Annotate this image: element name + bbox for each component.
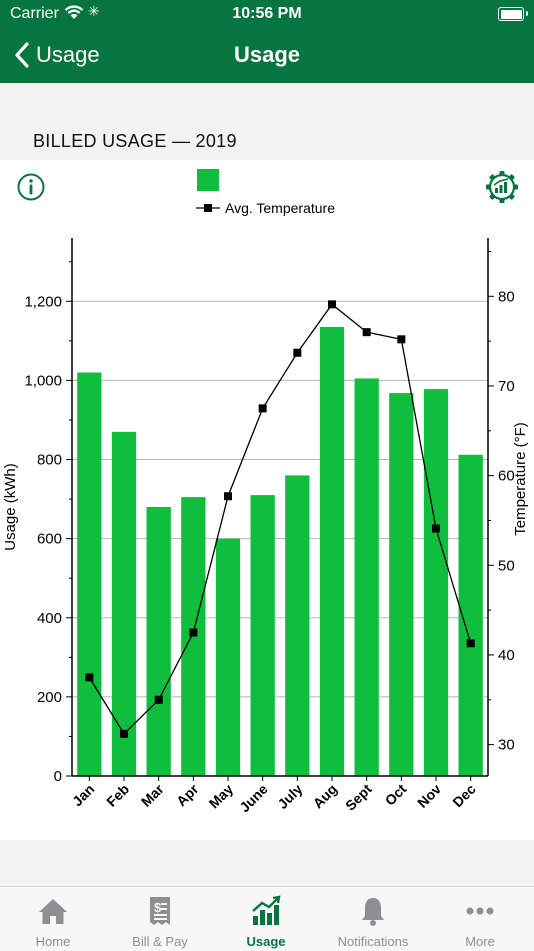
usage-chart-icon bbox=[252, 895, 281, 925]
bar-mar bbox=[146, 507, 171, 776]
y-tick-label: 600 bbox=[37, 531, 62, 548]
legend-swatch-usage bbox=[197, 169, 219, 191]
y-tick-label: 800 bbox=[37, 452, 62, 469]
x-tick-label-june: June bbox=[236, 781, 271, 816]
wifi-icon bbox=[64, 5, 84, 19]
x-tick-label-jan: Jan bbox=[69, 781, 97, 809]
bar-feb bbox=[111, 431, 137, 776]
tab-notifications-label: Notifications bbox=[337, 934, 409, 949]
tab-home[interactable]: Home bbox=[0, 887, 106, 951]
bar-aug bbox=[319, 327, 345, 776]
x-tick-label-may: May bbox=[206, 781, 237, 812]
temperature-point-dec bbox=[466, 639, 475, 648]
bar-jan bbox=[77, 372, 102, 776]
tab-bill-pay[interactable]: $ Bill & Pay bbox=[107, 887, 213, 951]
temperature-point-nov bbox=[432, 524, 440, 533]
info-circle-icon bbox=[17, 173, 45, 201]
bar-may bbox=[215, 538, 241, 776]
battery-icon bbox=[498, 7, 528, 21]
tab-more[interactable]: More bbox=[427, 887, 533, 951]
y2-tick-label: 80 bbox=[498, 288, 515, 305]
tab-usage-label: Usage bbox=[246, 934, 286, 949]
status-bar: Carrier ✳ 10:56 PM bbox=[0, 0, 534, 30]
bar-july bbox=[285, 475, 310, 776]
tab-notifications[interactable]: Notifications bbox=[320, 887, 426, 951]
bar-sept bbox=[354, 378, 379, 776]
bell-icon bbox=[362, 898, 384, 926]
temperature-point-oct bbox=[397, 335, 406, 344]
tab-bill-pay-label: Bill & Pay bbox=[132, 934, 188, 949]
y-tick-label: 1,200 bbox=[24, 293, 62, 310]
legend-label-temperature: Avg. Temperature bbox=[225, 200, 335, 216]
status-time: 10:56 PM bbox=[232, 5, 302, 22]
x-tick-label-july: July bbox=[274, 781, 305, 812]
legend-marker bbox=[204, 204, 212, 212]
temperature-line bbox=[88, 303, 472, 735]
temperature-point-mar bbox=[154, 695, 163, 704]
section-title: BILLED USAGE — 2019 bbox=[33, 131, 237, 151]
more-dots-icon bbox=[466, 907, 494, 915]
bar-apr bbox=[181, 497, 206, 776]
activity-spinner-icon: ✳ bbox=[88, 3, 100, 19]
x-tick-label-oct: Oct bbox=[382, 781, 410, 809]
temperature-point-aug bbox=[328, 300, 336, 309]
temperature-point-feb bbox=[120, 729, 128, 738]
bar-june bbox=[250, 495, 275, 776]
x-tick-label-dec: Dec bbox=[449, 781, 479, 811]
y-tick-label: 200 bbox=[37, 689, 62, 706]
tab-bar: Home $ Bill & Pay Usage Notifications bbox=[0, 886, 534, 951]
temperature-point-july bbox=[293, 348, 302, 357]
y2-tick-label: 50 bbox=[498, 557, 515, 574]
y2-axis-title: Temperature (°F) bbox=[512, 422, 529, 536]
y-tick-label: 1,000 bbox=[24, 372, 62, 389]
info-button[interactable] bbox=[16, 172, 46, 202]
usage-chart: Avg. Temperature 0 200 400 600 800 1,000 1,200 3… bbox=[2, 169, 529, 816]
home-icon bbox=[39, 899, 67, 924]
chart-settings-button[interactable] bbox=[484, 169, 520, 205]
y-tick-label: 0 bbox=[54, 768, 62, 785]
x-tick-label-feb: Feb bbox=[103, 781, 132, 810]
y2-tick-label: 60 bbox=[498, 468, 515, 485]
y-axis-title: Usage (kWh) bbox=[2, 463, 19, 551]
bar-oct bbox=[389, 393, 414, 776]
x-tick-label-mar: Mar bbox=[138, 780, 167, 809]
carrier-label: Carrier bbox=[10, 5, 59, 22]
chevron-left-icon bbox=[15, 42, 29, 68]
svg-text:$: $ bbox=[154, 900, 162, 915]
bill-icon: $ bbox=[150, 897, 170, 925]
y-tick-label: 400 bbox=[37, 610, 62, 627]
x-tick-label-apr: Apr bbox=[173, 780, 202, 809]
temperature-point-may bbox=[224, 492, 232, 501]
tab-usage[interactable]: Usage bbox=[213, 887, 319, 951]
x-tick-label-aug: Aug bbox=[310, 781, 341, 812]
nav-bar: Usage Usage bbox=[0, 30, 534, 83]
y2-tick-label: 70 bbox=[498, 378, 515, 395]
tab-more-label: More bbox=[465, 934, 495, 949]
x-tick-label-sept: Sept bbox=[342, 781, 375, 814]
chart-gear-icon bbox=[486, 171, 518, 203]
x-tick-label-nov: Nov bbox=[414, 781, 444, 811]
back-label: Usage bbox=[36, 42, 100, 67]
y2-tick-label: 40 bbox=[498, 647, 515, 664]
temperature-point-apr bbox=[189, 628, 198, 637]
bar-nov bbox=[423, 389, 449, 776]
tab-home-label: Home bbox=[35, 934, 71, 949]
back-button[interactable]: Usage bbox=[14, 38, 100, 72]
temperature-point-jan bbox=[85, 673, 94, 682]
temperature-point-sept bbox=[362, 328, 371, 337]
temperature-point-june bbox=[258, 404, 267, 413]
y2-tick-label: 30 bbox=[498, 737, 515, 754]
